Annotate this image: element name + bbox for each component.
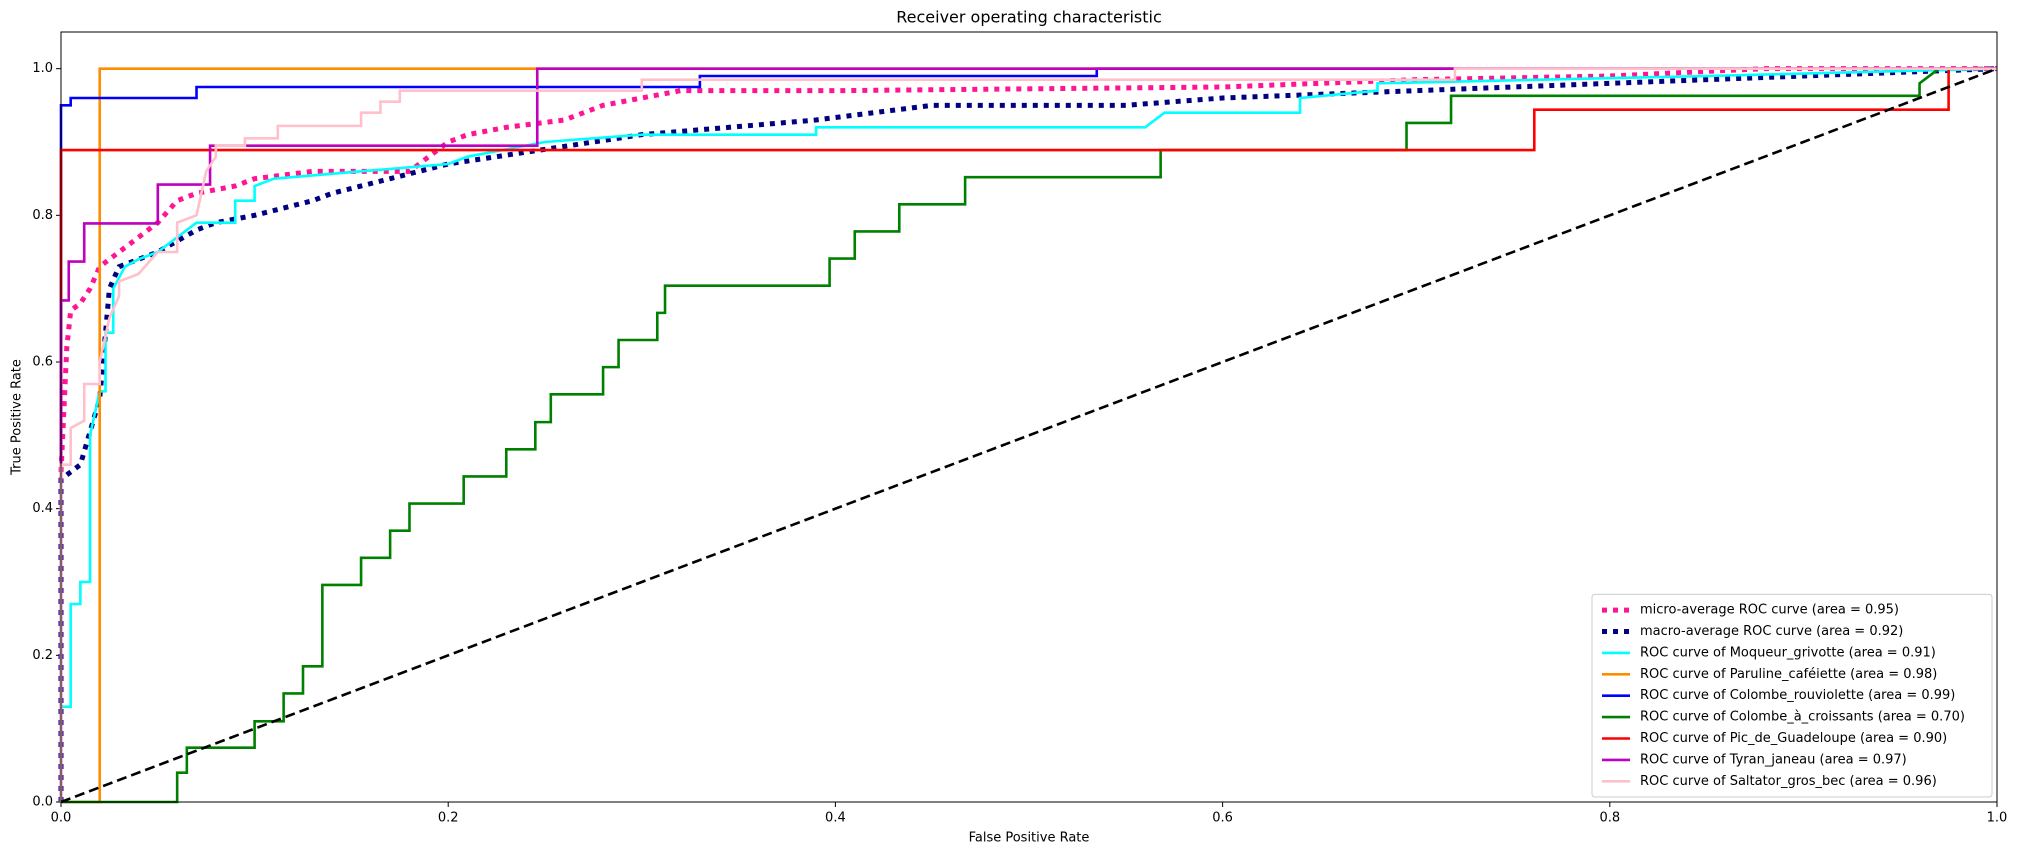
- x-tick-label: 0.8: [1599, 811, 1620, 826]
- y-axis-label: True Positive Rate: [10, 359, 25, 476]
- legend-label: ROC curve of Tyran_janeau (area = 0.97): [1640, 752, 1907, 767]
- y-tick-label: 0.6: [32, 355, 53, 370]
- x-tick-label: 1.0: [1987, 811, 2008, 826]
- y-tick-label: 0.2: [32, 648, 53, 663]
- roc-curve: [59, 67, 1997, 802]
- legend-label: ROC curve of Moqueur_grivotte (area = 0.…: [1640, 645, 1936, 660]
- roc-curve: [58, 66, 1997, 802]
- roc-curve: [61, 67, 1997, 804]
- legend-label: ROC curve of Paruline_caféiette (area = …: [1640, 667, 1937, 682]
- y-tick-label: 0.8: [32, 208, 53, 223]
- legend-box: [1591, 593, 1993, 798]
- legend-label: ROC curve of Pic_de_Guadeloupe (area = 0…: [1640, 731, 1947, 746]
- x-axis-label: False Positive Rate: [969, 831, 1090, 846]
- legend-label: micro-average ROC curve (area = 0.95): [1640, 603, 1899, 618]
- legend-label: ROC curve of Saltator_gros_bec (area = 0…: [1640, 774, 1937, 789]
- plot-frame: [60, 31, 1998, 803]
- legend-label: ROC curve of Colombe_à_croissants (area …: [1640, 710, 1965, 725]
- chart-title: Receiver operating characteristic: [896, 8, 1162, 27]
- roc-curve: [59, 67, 1997, 802]
- legend-label: ROC curve of Colombe_rouviolette (area =…: [1640, 688, 1955, 703]
- legend: micro-average ROC curve (area = 0.95) mac…: [1591, 593, 1993, 798]
- roc-curve: [58, 66, 1998, 802]
- x-tick-label: 0.4: [825, 811, 846, 826]
- y-tick-label: 0.4: [32, 501, 53, 516]
- x-tick-label: 0.0: [51, 811, 72, 826]
- x-tick-label: 0.2: [438, 811, 459, 826]
- roc-curve: [59, 67, 1997, 802]
- y-tick-label: 0.0: [32, 795, 53, 810]
- diagonal-line: [60, 67, 1998, 804]
- y-tick-label: 1.0: [32, 61, 53, 76]
- x-tick-label: 0.6: [1212, 811, 1233, 826]
- legend-label: macro-average ROC curve (area = 0.92): [1640, 624, 1903, 639]
- roc-curve: [59, 67, 1998, 802]
